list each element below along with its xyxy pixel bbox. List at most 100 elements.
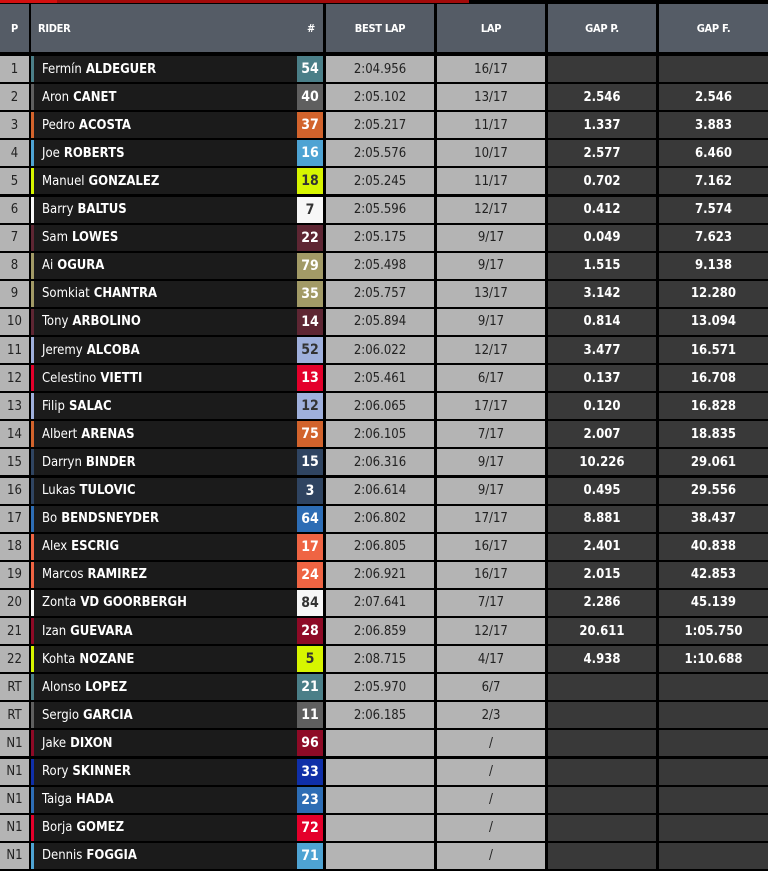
rider-name[interactable]: Filip SALAC [31,393,297,420]
table-row[interactable]: N1 Borja GOMEZ 72/ [0,814,768,841]
table-row[interactable]: N1 Jake DIXON 96/ [0,730,768,757]
header-lap[interactable]: LAP [437,4,545,52]
rider-name[interactable]: Barry BALTUS [31,196,297,223]
rider-first-name: Aron [42,89,70,105]
rider-name[interactable]: Borja GOMEZ [31,814,297,841]
rider-first-name: Rory [42,764,69,779]
table-row[interactable]: 21 Izan GUEVARA 28 2:06.859 12/17 20.611 1:05.7… [0,618,768,644]
table-row[interactable]: 4 Joe ROBERTS 16 2:05.576 10/17 2.577 6.460 [0,140,768,167]
rider-number-badge: 14 [297,308,323,335]
rider-name[interactable]: Zonta VD GOORBERGH [31,589,297,616]
table-row[interactable]: 16 Lukas TULOVIC 3 2:06.614 9/17 0.495 29.556 [0,477,768,504]
rider-last-name: ESCRIG [71,539,120,555]
rider-name[interactable]: Joe ROBERTS [31,140,297,167]
header-gap-previous[interactable]: GAP P. [548,4,656,52]
gap-previous [548,814,656,841]
table-row[interactable]: 8 Ai OGURA 79 2:05.498 9/17 1.515 9.138 [0,252,768,279]
table-row[interactable]: N1 Rory SKINNER 33/ [0,758,768,785]
rider-last-name: LOPEZ [85,679,128,695]
rider-name[interactable]: Pedro ACOSTA [31,112,297,139]
gap-first [659,702,768,729]
table-row[interactable]: 5 Manuel GONZALEZ 18 2:05.245 11/17 0.702 7.162 [0,168,768,195]
position: 16 [0,477,29,504]
rider-name[interactable]: Rory SKINNER [31,758,297,785]
table-row[interactable]: 20 Zonta VD GOORBERGH 84 2:07.641 7/17 2.286 45… [0,589,768,616]
gap-previous: 0.120 [548,393,656,420]
gap-previous: 3.142 [548,280,656,307]
best-lap: 2:05.102 [326,84,434,111]
rider-number-badge: 24 [297,561,323,588]
rider-last-name: ALDEGUER [85,61,157,77]
gap-previous [548,758,656,785]
gap-previous: 0.049 [548,224,656,251]
gap-first [659,730,768,757]
rider-name[interactable]: Aron CANET [31,84,297,111]
rider-name[interactable]: Sam LOWES [31,224,297,251]
rider-first-name: Dennis [42,848,83,864]
best-lap: 2:05.461 [326,365,434,392]
rider-name[interactable]: Somkiat CHANTRA [31,280,297,307]
table-row[interactable]: 12 Celestino VIETTI 13 2:05.461 6/17 0.137 16.7… [0,365,768,392]
rider-first-name: Celestino [42,370,97,386]
rider-name[interactable]: Alonso LOPEZ [31,674,297,701]
table-row[interactable]: 14 Albert ARENAS 75 2:06.105 7/17 2.007 18.835 [0,421,768,448]
rider-name[interactable]: Darryn BINDER [31,449,297,476]
rider-name[interactable]: Alex ESCRIG [31,533,297,560]
lap: / [437,758,545,785]
rider-number-badge: 40 [297,84,323,111]
position: 7 [0,224,29,251]
rider-name[interactable]: Manuel GONZALEZ [31,168,297,195]
rider-name[interactable]: Albert ARENAS [31,421,297,448]
lap: 12/17 [437,337,545,363]
table-row[interactable]: 1 Fermín ALDEGUER 54 2:04.956 16/17 [0,56,768,82]
table-row[interactable]: 6 Barry BALTUS 7 2:05.596 12/17 0.412 7.574 [0,196,768,223]
rider-last-name: HADA [76,792,114,808]
lap: 10/17 [437,140,545,167]
rider-number-badge: 28 [297,618,323,644]
rider-name[interactable]: Jake DIXON [31,730,297,757]
table-row[interactable]: RT Sergio GARCIA 11 2:06.185 2/3 [0,702,768,729]
rider-name[interactable]: Ai OGURA [31,252,297,279]
rider-first-name: Ai [42,258,54,274]
table-row[interactable]: 19 Marcos RAMIREZ 24 2:06.921 16/17 2.015 42.85… [0,561,768,588]
table-row[interactable]: 15 Darryn BINDER 15 2:06.316 9/17 10.226 29.061 [0,449,768,476]
rider-name[interactable]: Lukas TULOVIC [31,477,297,504]
rider-name[interactable]: Sergio GARCIA [31,702,297,729]
table-row[interactable]: 3 Pedro ACOSTA 37 2:05.217 11/17 1.337 3.883 [0,112,768,139]
rider-name[interactable]: Bo BENDSNEYDER [31,505,297,532]
rider-name[interactable]: Jeremy ALCOBA [31,337,297,363]
table-row[interactable]: 7 Sam LOWES 22 2:05.175 9/17 0.049 7.623 [0,224,768,251]
position: 12 [0,365,29,392]
table-row[interactable]: 2 Aron CANET 40 2:05.102 13/17 2.546 2.546 [0,84,768,111]
table-row[interactable]: 18 Alex ESCRIG 17 2:06.805 16/17 2.401 40.838 [0,533,768,560]
table-row[interactable]: N1 Dennis FOGGIA 71/ [0,842,768,869]
rider-name[interactable]: Tony ARBOLINO [31,308,297,335]
best-lap: 2:06.316 [326,449,434,476]
lap: 17/17 [437,505,545,532]
progress-bar-segment [0,0,57,3]
table-row[interactable]: 13 Filip SALAC 12 2:06.065 17/17 0.120 16.828 [0,393,768,420]
table-row[interactable]: 22 Kohta NOZANE 5 2:08.715 4/17 4.938 1:10.688 [0,646,768,673]
position: 20 [0,589,29,616]
rider-name[interactable]: Dennis FOGGIA [31,842,297,869]
table-row[interactable]: 17 Bo BENDSNEYDER 64 2:06.802 17/17 8.881 38.43… [0,505,768,532]
header-position[interactable]: P [0,4,29,52]
table-row[interactable]: 11 Jeremy ALCOBA 52 2:06.022 12/17 3.477 16.571 [0,337,768,363]
table-row[interactable]: 9 Somkiat CHANTRA 35 2:05.757 13/17 3.142 12.28… [0,280,768,307]
gap-first: 1:10.688 [659,646,768,673]
header-rider[interactable]: RIDER # [31,4,323,52]
rider-last-name: GUEVARA [70,623,133,639]
rider-first-name: Lukas [42,483,76,498]
table-row[interactable]: 10 Tony ARBOLINO 14 2:05.894 9/17 0.814 13.094 [0,308,768,335]
rider-name[interactable]: Kohta NOZANE [31,646,297,673]
rider-name[interactable]: Marcos RAMIREZ [31,561,297,588]
rider-name[interactable]: Izan GUEVARA [31,618,297,644]
header-best-lap[interactable]: BEST LAP [326,4,434,52]
rider-name[interactable]: Celestino VIETTI [31,365,297,392]
rider-name[interactable]: Fermín ALDEGUER [31,56,297,82]
header-gap-first[interactable]: GAP F. [659,4,768,52]
table-row[interactable]: N1 Taiga HADA 23/ [0,786,768,813]
rider-name[interactable]: Taiga HADA [31,786,297,813]
table-row[interactable]: RT Alonso LOPEZ 21 2:05.970 6/7 [0,674,768,701]
best-lap: 2:06.185 [326,702,434,729]
